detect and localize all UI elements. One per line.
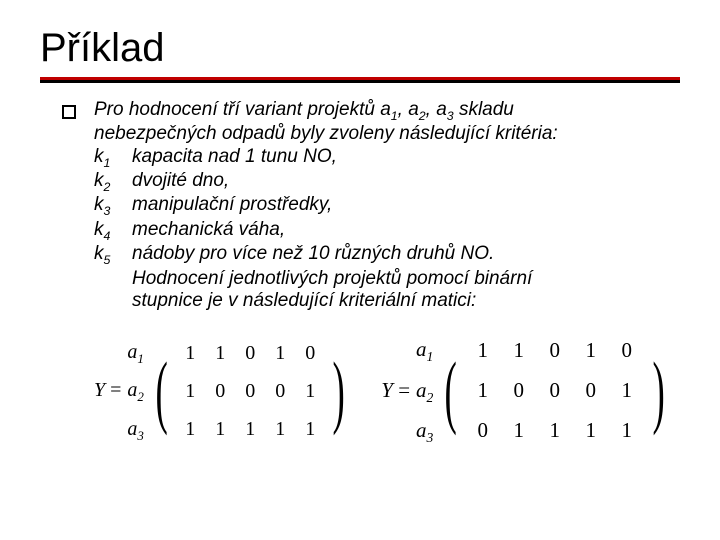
- slide-body: Pro hodnocení tří variant projektů a1, a…: [40, 99, 680, 451]
- criteria-item: k2dvojité dno,: [94, 170, 558, 194]
- matrix-cell: 1: [205, 334, 235, 372]
- bullet-content: Pro hodnocení tří variant projektů a1, a…: [94, 99, 558, 312]
- criteria-item: k1kapacita nad 1 tunu NO,: [94, 146, 558, 170]
- matrix-cell: 0: [537, 331, 573, 371]
- matrix-cell: 1: [609, 411, 645, 451]
- criteria-text: mechanická váha,: [132, 219, 285, 243]
- matrix-left: Y = a1a2a3(110101000111111): [94, 333, 353, 449]
- matrix-row: 11010: [465, 331, 645, 371]
- matrix-cell: 1: [205, 410, 235, 448]
- matrix-cell: 0: [537, 371, 573, 411]
- matrix-body: 110101000101111: [465, 331, 645, 451]
- matrix-cell: 1: [465, 331, 501, 371]
- matrix-cell: 0: [501, 371, 537, 411]
- rule-black: [40, 80, 680, 83]
- criteria-key: k4: [94, 219, 132, 243]
- tail-text: Hodnocení jednotlivých projektů pomocí b…: [94, 268, 558, 313]
- matrix-row: 01111: [465, 411, 645, 451]
- matrix-lhs: Y =: [94, 379, 127, 402]
- criteria-key: k2: [94, 170, 132, 194]
- matrix-cell: 0: [235, 372, 265, 410]
- criteria-key: k5: [94, 243, 132, 267]
- matrix-cell: 1: [175, 334, 205, 372]
- right-paren-icon: ): [652, 362, 664, 419]
- matrix-row-label: a3: [416, 411, 433, 451]
- matrix-cell: 1: [573, 411, 609, 451]
- matrix-row: 10001: [465, 371, 645, 411]
- matrix-cell: 1: [265, 334, 295, 372]
- matrices-row: Y = a1a2a3(110101000111111) Y = a1a2a3(1…: [62, 330, 680, 450]
- bullet-item: Pro hodnocení tří variant projektů a1, a…: [62, 99, 680, 312]
- criteria-list: k1kapacita nad 1 tunu NO,k2dvojité dno,k…: [94, 146, 558, 268]
- matrix-cell: 0: [235, 334, 265, 372]
- criteria-text: dvojité dno,: [132, 170, 229, 194]
- matrix-cell: 0: [573, 371, 609, 411]
- criteria-key: k1: [94, 146, 132, 170]
- matrix-row-label: a3: [127, 410, 144, 449]
- matrix-row-label: a1: [416, 330, 433, 370]
- matrix-cell: 1: [175, 372, 205, 410]
- matrix-cell: 0: [265, 372, 295, 410]
- square-bullet-icon: [62, 105, 76, 119]
- matrix-cell: 0: [205, 372, 235, 410]
- matrix-cell: 1: [465, 371, 501, 411]
- matrix-lhs: Y =: [381, 378, 416, 403]
- matrix-row: 11010: [175, 334, 325, 372]
- matrix-cell: 0: [609, 331, 645, 371]
- matrix-body: 110101000111111: [175, 334, 325, 448]
- matrix-cell: 1: [265, 410, 295, 448]
- matrix-cell: 0: [295, 334, 325, 372]
- matrix-right: Y = a1a2a3(110101000101111): [381, 330, 672, 450]
- matrix-cell: 1: [295, 372, 325, 410]
- matrix-row-labels: a1a2a3: [127, 333, 148, 449]
- matrix-cell: 1: [235, 410, 265, 448]
- matrix-cell: 1: [175, 410, 205, 448]
- matrix-cell: 1: [501, 331, 537, 371]
- matrix-row-label: a2: [416, 371, 433, 411]
- matrix-cell: 1: [295, 410, 325, 448]
- title-rule: [40, 77, 680, 83]
- matrix-row-label: a2: [127, 371, 144, 410]
- intro-text: Pro hodnocení tří variant projektů a1, a…: [94, 99, 558, 146]
- criteria-text: kapacita nad 1 tunu NO,: [132, 146, 337, 170]
- matrix-row: 10001: [175, 372, 325, 410]
- criteria-key: k3: [94, 194, 132, 218]
- criteria-item: k5nádoby pro více než 10 různých druhů N…: [94, 243, 558, 267]
- matrix-row: 11111: [175, 410, 325, 448]
- matrix-row-label: a1: [127, 333, 144, 372]
- slide-title: Příklad: [40, 26, 680, 71]
- criteria-item: k4mechanická váha,: [94, 219, 558, 243]
- right-paren-icon: ): [333, 362, 345, 419]
- matrix-cell: 1: [501, 411, 537, 451]
- left-paren-icon: (: [155, 362, 167, 419]
- criteria-item: k3manipulační prostředky,: [94, 194, 558, 218]
- matrix-row-labels: a1a2a3: [416, 330, 437, 450]
- matrix-cell: 1: [573, 331, 609, 371]
- left-paren-icon: (: [445, 362, 457, 419]
- matrix-cell: 1: [537, 411, 573, 451]
- criteria-text: nádoby pro více než 10 různých druhů NO.: [132, 243, 494, 267]
- matrix-cell: 0: [465, 411, 501, 451]
- matrix-cell: 1: [609, 371, 645, 411]
- criteria-text: manipulační prostředky,: [132, 194, 332, 218]
